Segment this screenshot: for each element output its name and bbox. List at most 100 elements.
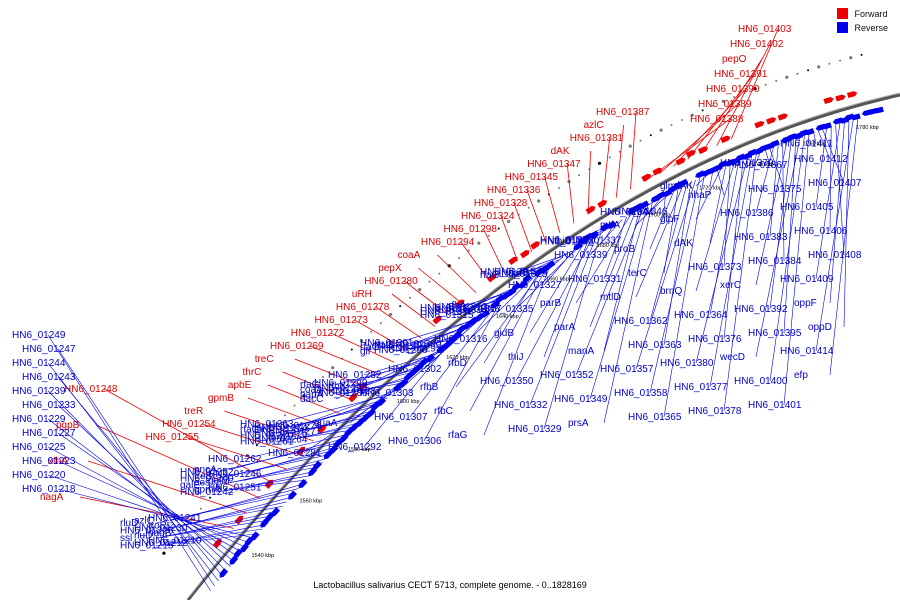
reverse-leader-line: [515, 253, 568, 273]
reverse-leader-line: [395, 308, 492, 394]
forward-leader-line: [566, 163, 575, 224]
reverse-leader-line: [335, 349, 442, 400]
outer-dot: [467, 249, 470, 252]
forward-leader-line: [544, 176, 561, 233]
reverse-gene-label: HN6_01228: [120, 525, 174, 536]
outer-dot: [181, 529, 184, 532]
reverse-leader-line: [543, 232, 602, 430]
forward-leader-line: [615, 124, 624, 198]
reverse-leader-line: [483, 283, 526, 306]
reverse-leader-line: [57, 404, 231, 567]
reverse-gene-label: rfaG: [360, 342, 380, 353]
reverse-gene-label: HN6_01220: [12, 470, 66, 481]
forward-gene-label: HN6_01273: [315, 315, 369, 326]
reverse-leader-line: [755, 150, 762, 164]
reverse-gene-label: HN6_01358: [614, 388, 668, 399]
reverse-leader-line: [469, 277, 534, 340]
reverse-leader-line: [155, 533, 259, 546]
forward-gene-label: HN6_01324: [461, 211, 515, 222]
reverse-leader-line: [575, 206, 645, 376]
reverse-gene-label: HN6_01364: [674, 310, 728, 321]
reverse-gene-label: rfbB: [420, 382, 439, 393]
reverse-gene-label: HN6_01291: [374, 341, 428, 352]
reverse-leader-line: [409, 335, 459, 351]
reverse-gene-label: dacC: [300, 394, 323, 405]
forward-gene-label: pgpB: [56, 420, 80, 431]
outer-dot: [527, 206, 530, 209]
legend-reverse-label: Reverse: [854, 22, 888, 33]
reverse-gene-label: HN6_01412: [794, 154, 848, 165]
reverse-gene-label: HN6_01377: [674, 382, 728, 393]
reverse-gene-label: HN6_01306: [388, 436, 442, 447]
reverse-leader-line: [635, 186, 683, 298]
reverse-leader-line: [709, 159, 740, 316]
forward-leader-line: [391, 293, 436, 327]
reverse-gene-label: HN6_01218: [22, 484, 76, 495]
outer-dot: [608, 156, 611, 159]
outer-dot: [578, 174, 581, 177]
reverse-gene-label: efp: [794, 370, 808, 381]
reverse-gene-label: HN6_01411: [780, 139, 833, 150]
reverse-gene-label: HN6_01352: [540, 370, 594, 381]
reverse-gene-label: rluD: [120, 518, 138, 529]
scale-tick-label: 1640 kbp: [496, 314, 519, 320]
forward-gene-label: HN6_01390: [706, 84, 760, 95]
outer-dot: [507, 219, 511, 224]
forward-leader-line: [282, 371, 354, 401]
outer-dot: [477, 241, 481, 245]
reverse-leader-line: [349, 356, 434, 384]
forward-gene-label: HN6_01272: [291, 328, 345, 339]
forward-gene-arrow: [777, 113, 788, 121]
reverse-leader-line: [363, 353, 438, 376]
outer-dot: [860, 53, 863, 56]
outer-dot: [162, 551, 166, 555]
scale-tick-label: 1700 kbp: [648, 212, 671, 218]
forward-leader-line: [224, 410, 314, 442]
reverse-gene-label: HN6_01242: [180, 487, 234, 498]
forward-gene-label: coaA: [398, 250, 421, 261]
outer-dot: [418, 288, 422, 292]
reverse-gene-label: rfaG: [300, 380, 320, 391]
reverse-leader-line: [529, 259, 559, 275]
forward-gene-arrow: [234, 515, 243, 525]
reverse-gene-label: HN6_01339: [554, 250, 608, 261]
forward-gene-arrow: [508, 256, 518, 266]
reverse-gene-arrow: [522, 273, 532, 283]
reverse-gene-label: HN6_01286: [314, 388, 368, 399]
scale-tick-label: 1560 kbp: [300, 498, 323, 504]
forward-gene-arrow: [530, 241, 540, 250]
reverse-gene-label: HN6_01405: [780, 202, 834, 213]
outer-dot: [649, 134, 652, 137]
reverse-gene-label: HN6_01335: [480, 304, 534, 315]
outer-dot: [785, 75, 789, 79]
forward-leader-line: [460, 241, 491, 283]
reverse-leader-line: [483, 292, 513, 310]
forward-gene-arrow: [754, 120, 765, 129]
reverse-leader-line: [215, 441, 344, 473]
reverse-leader-line: [649, 184, 688, 322]
reverse-gene-label: glpF: [660, 214, 679, 225]
ticks-layer: 1540 kbp 1560 kbp 1580 kbp 1600 kbp 1620 kbp…: [252, 125, 879, 559]
forward-gene-label: HN6_01387: [596, 107, 650, 118]
reverse-leader-line: [183, 524, 267, 541]
forward-leader-line: [267, 384, 341, 414]
reverse-gene-label: HN6_01246: [208, 469, 262, 480]
reverse-gene-label: HN6_01312: [420, 303, 474, 314]
forward-gene-arrow: [641, 173, 652, 182]
reverse-leader-line: [723, 152, 757, 412]
reverse-gene-label: HN6_01414: [780, 346, 834, 357]
reverse-gene-label: HN6_01282: [328, 370, 382, 381]
outer-dot: [701, 109, 704, 112]
reverse-leader-line: [335, 382, 405, 395]
reverse-gene-label: HN6_01299: [314, 378, 368, 389]
reverse-leader-line: [409, 315, 484, 346]
outer-dot: [293, 404, 296, 407]
forward-leader-line: [185, 436, 287, 470]
reverse-gene-label: azlC: [134, 516, 154, 527]
reverse-gene-label: HN6_01349: [554, 394, 608, 405]
reverse-leader-line: [57, 460, 247, 548]
forward-gene-label: pepX: [378, 263, 402, 274]
reverse-leader-line: [829, 117, 859, 376]
reverse-leader-line: [169, 528, 263, 544]
